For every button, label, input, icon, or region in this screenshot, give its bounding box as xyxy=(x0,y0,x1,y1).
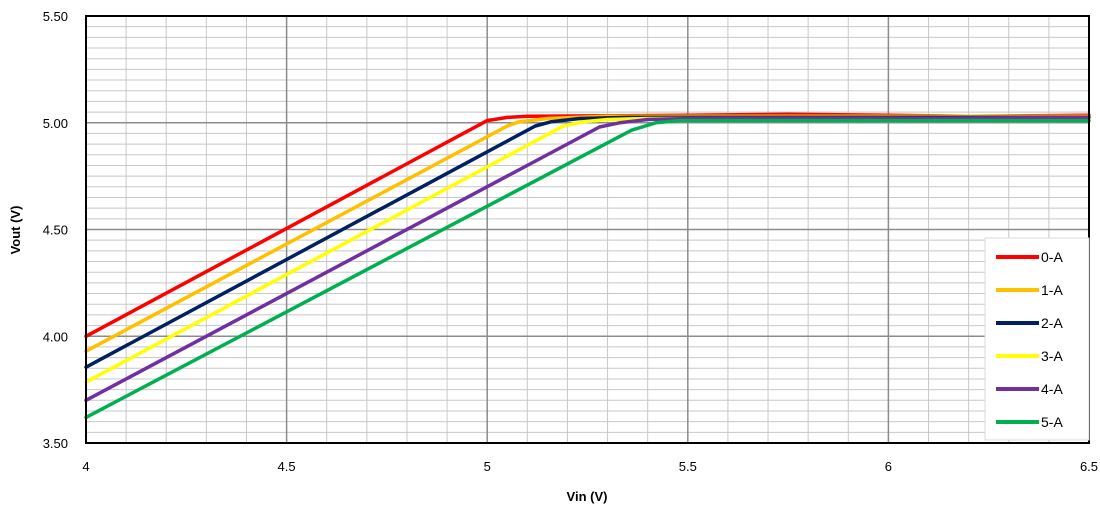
legend-label-3-A: 3-A xyxy=(1041,348,1063,364)
legend-label-1-A: 1-A xyxy=(1041,282,1063,298)
legend-label-5-A: 5-A xyxy=(1041,414,1063,430)
legend: 0-A 1-A 2-A 3-A 4-A 5-A xyxy=(984,237,1090,441)
x-tick-label: 4 xyxy=(82,459,89,474)
y-tick-label: 3.50 xyxy=(43,436,68,451)
x-tick-label: 6 xyxy=(885,459,892,474)
series-lines xyxy=(84,112,1091,420)
series-line-5-A xyxy=(84,118,1091,420)
y-axis-title: Vout (V) xyxy=(8,206,23,255)
y-tick-label: 5.50 xyxy=(43,9,68,24)
y-tick-label: 4.00 xyxy=(43,329,68,344)
x-tick-label: 5.5 xyxy=(679,459,697,474)
series-line-4-A xyxy=(84,115,1091,403)
legend-box xyxy=(984,237,1090,441)
x-tick-label: 4.5 xyxy=(278,459,296,474)
legend-label-2-A: 2-A xyxy=(1041,315,1063,331)
axis-ticks: 4 4.5 5 5.5 6 6.5 3.50 4.00 4.50 5.00 5.50 xyxy=(43,9,1098,474)
legend-label-0-A: 0-A xyxy=(1041,249,1063,265)
x-tick-label: 5 xyxy=(484,459,491,474)
x-axis-title: Vin (V) xyxy=(567,489,608,504)
y-tick-label: 4.50 xyxy=(43,223,68,238)
grid xyxy=(85,15,1090,444)
plot-frame xyxy=(85,15,1090,444)
y-tick-label: 5.00 xyxy=(43,116,68,131)
x-tick-label: 6.5 xyxy=(1080,459,1098,474)
legend-label-4-A: 4-A xyxy=(1041,381,1063,397)
